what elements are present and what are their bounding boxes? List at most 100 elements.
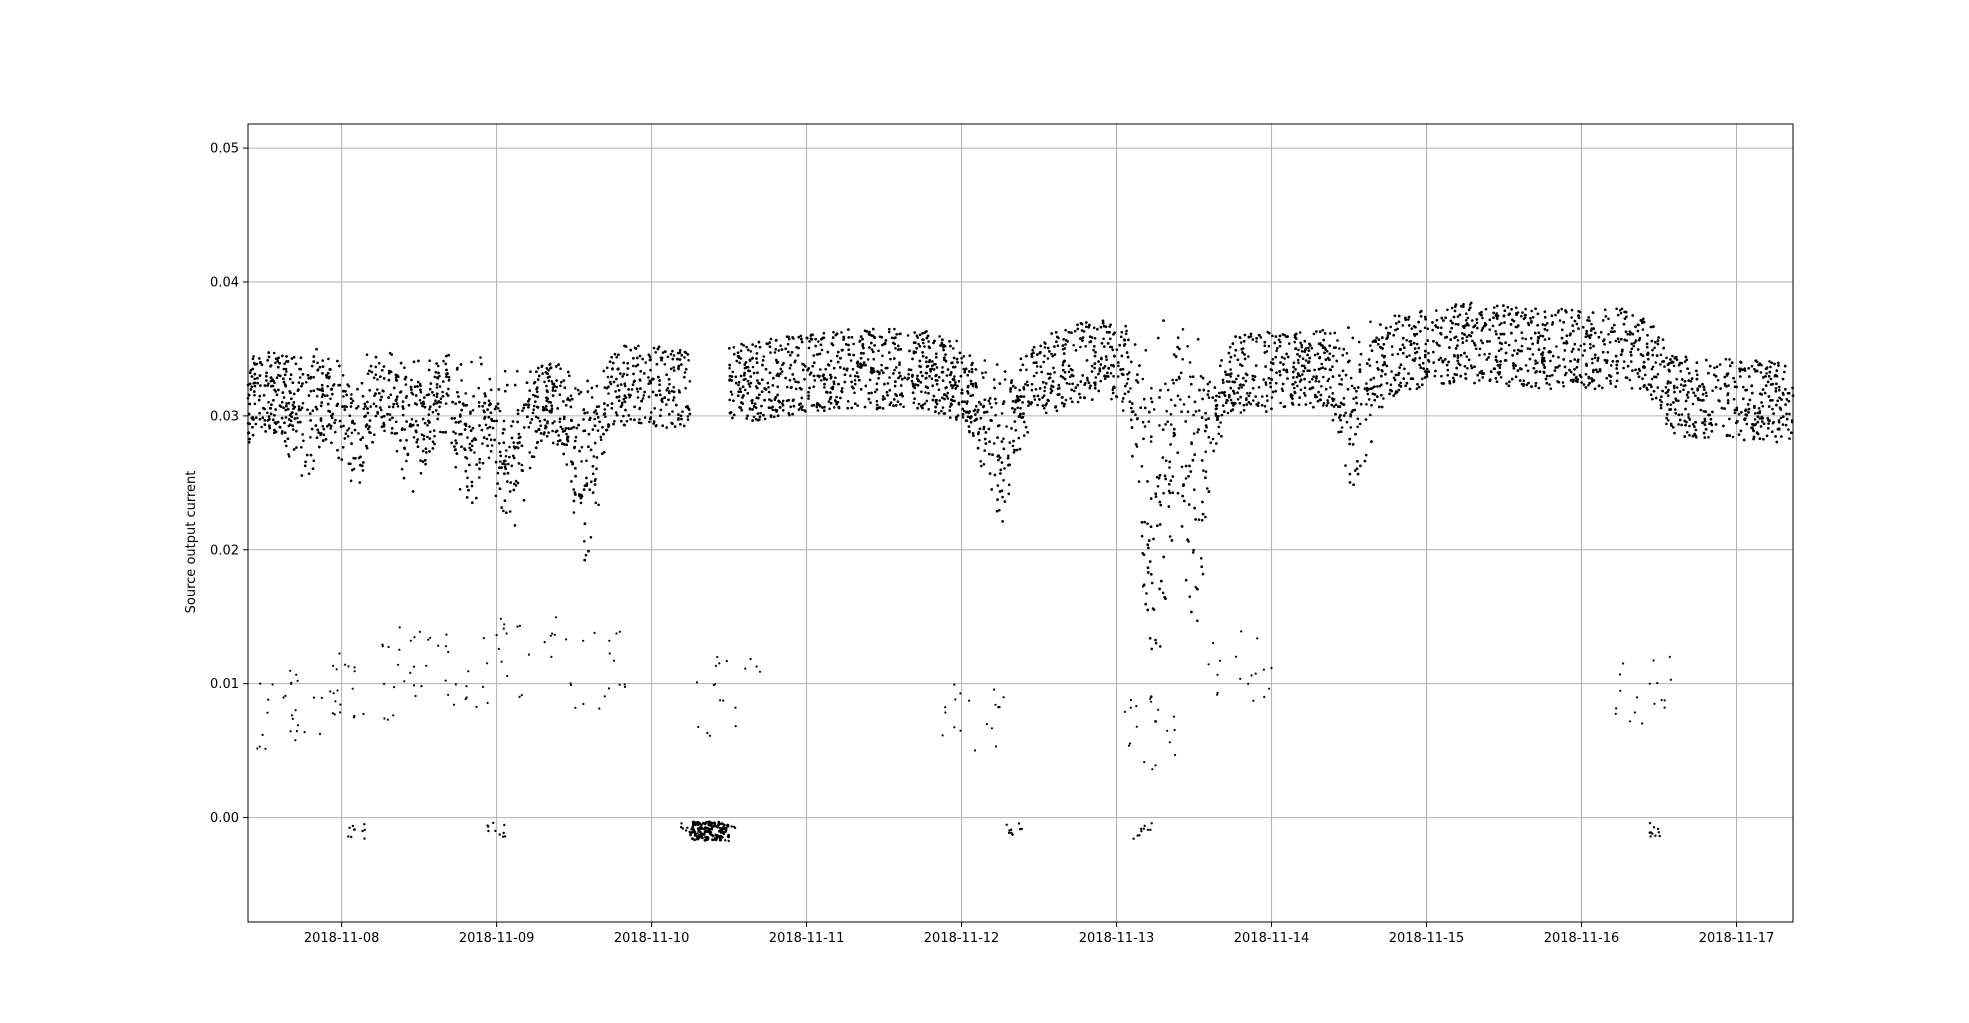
data-point: [265, 374, 268, 378]
data-point: [1634, 339, 1638, 343]
data-point: [321, 389, 324, 393]
data-point: [1665, 422, 1668, 426]
data-point: [840, 389, 843, 393]
data-point: [510, 424, 513, 428]
data-point: [590, 396, 594, 399]
data-point: [972, 434, 975, 437]
data-point: [686, 415, 690, 418]
data-point: [1699, 408, 1703, 412]
data-point: [503, 369, 507, 373]
data-point: [1609, 379, 1612, 383]
data-point: [1249, 335, 1253, 338]
data-point: [410, 378, 413, 382]
data-point: [470, 444, 474, 448]
data-point: [1551, 373, 1554, 377]
data-point: [569, 405, 573, 409]
data-point: [746, 379, 750, 383]
data-point: [1125, 329, 1128, 333]
data-point: [326, 394, 329, 397]
data-point: [1563, 373, 1567, 377]
data-point: [1069, 397, 1072, 400]
data-point: [568, 374, 571, 378]
data-point: [1767, 427, 1770, 430]
data-point: [439, 401, 443, 404]
data-point: [1292, 361, 1296, 365]
data-point: [1666, 394, 1670, 397]
data-point: [421, 417, 425, 421]
data-point: [928, 374, 931, 378]
data-point: [1498, 341, 1502, 345]
data-point: [514, 484, 518, 487]
data-point: [1614, 339, 1618, 343]
data-point: [1537, 386, 1541, 390]
data-point: [1416, 383, 1419, 386]
data-point: [1094, 376, 1098, 379]
data-point: [1466, 316, 1470, 320]
data-point: [387, 369, 391, 373]
data-point: [1130, 406, 1133, 410]
data-point: [274, 408, 278, 411]
data-point: [550, 380, 554, 383]
data-point: [346, 429, 349, 432]
data-point: [945, 374, 949, 377]
data-point: [1626, 332, 1629, 336]
data-point: [253, 384, 257, 388]
data-point: [1109, 323, 1112, 327]
data-point: [992, 442, 996, 445]
data-point: [1349, 426, 1353, 429]
data-point: [1053, 353, 1057, 356]
data-point: [911, 357, 914, 361]
data-point: [1179, 398, 1182, 401]
data-point: [1137, 480, 1141, 483]
data-point: [962, 355, 966, 358]
data-point: [641, 397, 645, 400]
data-point: [292, 355, 296, 359]
data-point: [1454, 322, 1458, 326]
data-point: [1003, 378, 1007, 381]
data-point: [1300, 364, 1304, 368]
data-point: [574, 439, 577, 443]
data-point: [915, 347, 918, 350]
data-point: [330, 387, 333, 391]
data-point: [642, 394, 646, 397]
data-point: [1323, 351, 1326, 355]
data-point: [1569, 370, 1573, 374]
data-point: [1186, 345, 1189, 348]
data-point: [527, 425, 531, 429]
data-point: [1103, 345, 1106, 348]
data-point: [1656, 373, 1660, 376]
data-point: [1661, 338, 1665, 341]
data-point: [512, 488, 516, 492]
data-point: [1622, 360, 1626, 363]
data-point: [1275, 381, 1278, 385]
data-point: [613, 420, 616, 423]
data-point: [419, 459, 422, 462]
data-point: [849, 359, 853, 362]
data-point: [323, 394, 327, 398]
data-point: [1081, 374, 1084, 377]
data-point: [1281, 333, 1285, 336]
data-point: [447, 379, 451, 382]
data-point: [1680, 361, 1684, 365]
data-point: [503, 472, 506, 476]
data-point: [500, 466, 503, 469]
data-point: [1651, 348, 1654, 352]
data-point: [394, 376, 398, 379]
data-point: [830, 375, 833, 379]
data-point: [969, 394, 972, 398]
data-point: [1619, 311, 1623, 315]
data-point: [907, 376, 910, 380]
data-point: [919, 381, 923, 384]
data-point: [1475, 318, 1479, 321]
data-point: [1328, 352, 1332, 356]
data-point: [1043, 389, 1046, 393]
data-point: [787, 337, 791, 341]
data-point: [1508, 380, 1511, 384]
data-point: [469, 448, 473, 452]
data-point: [1335, 359, 1338, 363]
data-point: [1237, 374, 1240, 378]
data-point: [508, 455, 511, 459]
data-point: [1778, 388, 1781, 392]
data-point: [582, 488, 586, 491]
data-point: [1099, 379, 1102, 383]
